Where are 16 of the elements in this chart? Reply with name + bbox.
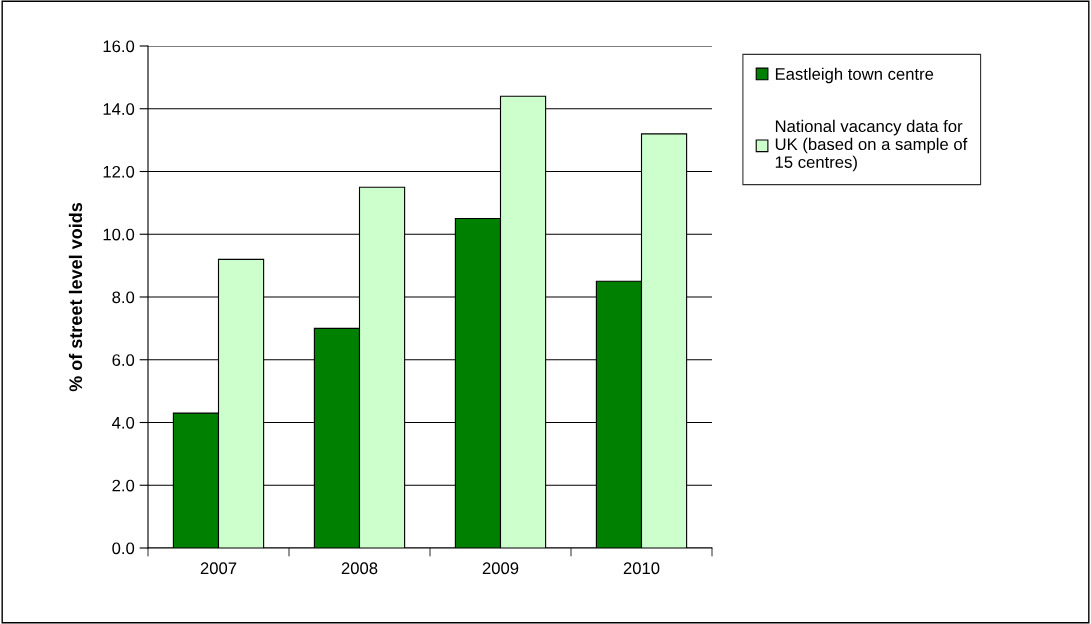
legend-label: National vacancy data for UK (based on a sample of 15 centres) [775, 119, 968, 172]
x-tick-label: 2009 [482, 562, 519, 575]
x-tick-label: 2010 [623, 562, 660, 575]
y-tick-label: 8.0 [112, 291, 135, 304]
y-tick-label: 16.0 [103, 40, 135, 53]
x-tick-label: 2008 [341, 562, 378, 575]
y-tick-label: 4.0 [112, 416, 135, 429]
y-tick-label: 10.0 [103, 228, 135, 241]
y-tick-label: 14.0 [103, 103, 135, 115]
y-axis-title: % of street level voids [68, 202, 83, 392]
x-tick-label: 2007 [200, 562, 237, 575]
y-tick-label: 6.0 [112, 354, 135, 366]
legend-label: Eastleigh town centre [775, 67, 934, 84]
y-tick-label: 12.0 [103, 165, 135, 178]
y-tick-label: 2.0 [112, 479, 135, 492]
y-tick-label: 0.0 [112, 542, 135, 555]
